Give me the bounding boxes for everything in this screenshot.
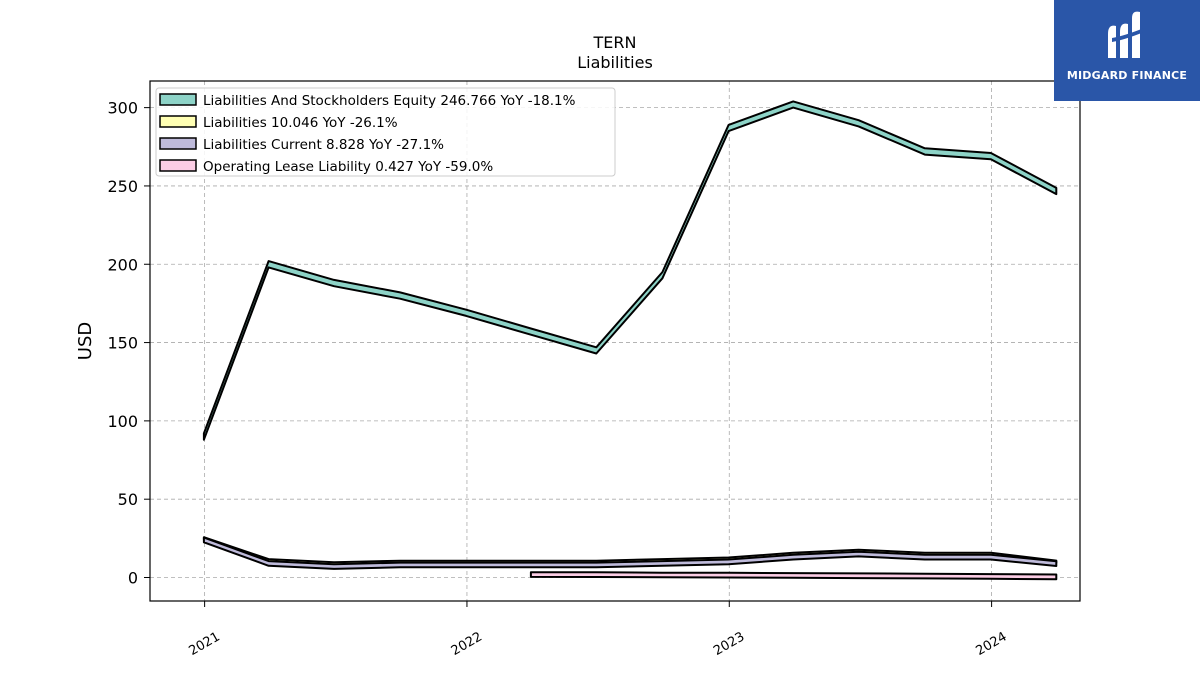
- legend-label: Operating Lease Liability 0.427 YoY -59.…: [203, 159, 493, 175]
- series-layer: [202, 100, 1058, 581]
- legend-swatch: [159, 93, 197, 106]
- legend-label: Liabilities 10.046 YoY -26.1%: [203, 115, 398, 131]
- legend-swatch: [159, 159, 197, 172]
- legend: Liabilities And Stockholders Equity 246.…: [155, 87, 616, 177]
- legend-label: Liabilities And Stockholders Equity 246.…: [203, 93, 576, 109]
- y-tick-label: 300: [107, 99, 138, 118]
- x-tick-label: 2024: [973, 629, 1009, 659]
- series-liabilities-and-stockholders-equity: [202, 100, 1058, 441]
- x-tick-label: 2021: [186, 629, 222, 659]
- y-tick-label: 250: [107, 177, 138, 196]
- legend-label: Liabilities Current 8.828 YoY -27.1%: [203, 137, 444, 153]
- plot-frame: [149, 80, 1081, 602]
- chart-title: TERN: [593, 33, 637, 52]
- legend-swatch: [159, 137, 197, 150]
- legend-box: [155, 87, 616, 177]
- y-axis: 0 50 100 150 200 250 300: [107, 99, 150, 588]
- midgard-logo-icon: [1108, 11, 1144, 59]
- y-tick-label: 150: [107, 334, 138, 353]
- brand-name: MIDGARD FINANCE: [1066, 69, 1188, 82]
- x-tick-label: 2022: [449, 629, 485, 659]
- x-tick-label: 2023: [711, 629, 747, 659]
- y-tick-label: 100: [107, 412, 138, 431]
- y-tick-label: 200: [107, 255, 138, 274]
- brand-logo: MIDGARD FINANCE: [1054, 0, 1200, 101]
- y-tick-label: 50: [118, 490, 138, 509]
- y-tick-label: 0: [128, 569, 138, 588]
- legend-swatch: [159, 115, 197, 128]
- x-axis: 2021 2022 2023 2024: [186, 601, 1010, 659]
- y-axis-label: USD: [75, 322, 96, 360]
- series-operating-lease-liability: [529, 571, 1058, 581]
- series-liabilities-current: [202, 536, 1058, 570]
- chart-subtitle: Liabilities: [577, 53, 653, 72]
